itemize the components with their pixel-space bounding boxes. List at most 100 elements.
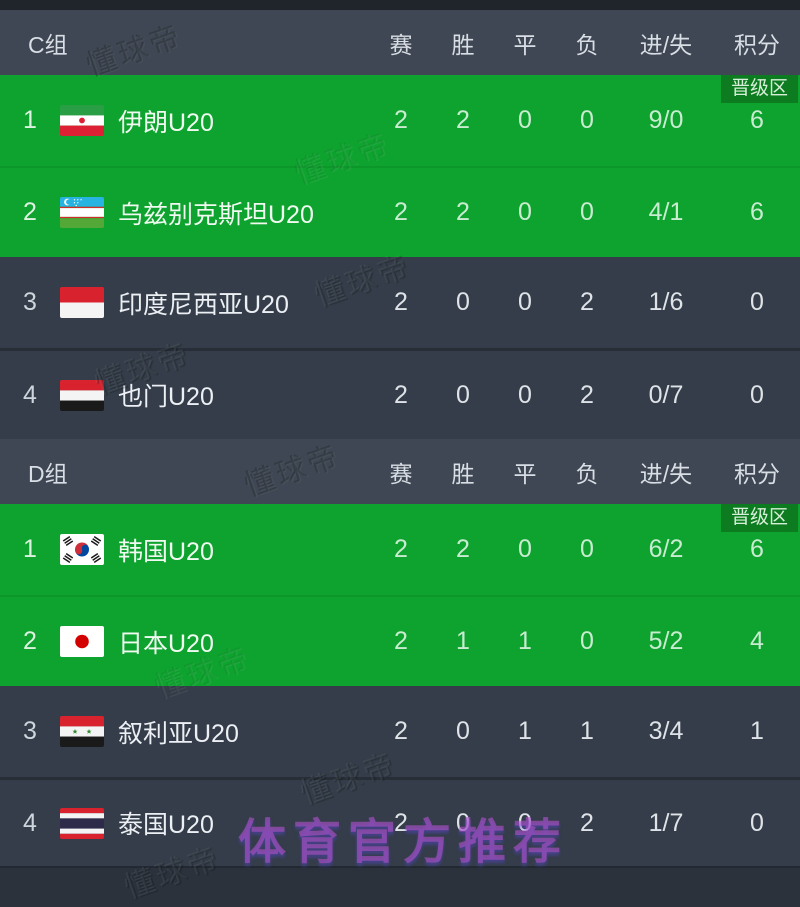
table-row-south-korea[interactable]: 1	[0, 504, 800, 595]
stat-points: 6	[750, 198, 764, 226]
japan-flag-icon	[60, 626, 104, 657]
top-bar	[0, 0, 800, 10]
team-name: 日本U20	[118, 629, 214, 658]
rank: 2	[23, 198, 37, 226]
stat-goals: 1/7	[648, 808, 684, 837]
team-name: 印度尼西亚U20	[118, 290, 289, 319]
rank: 4	[23, 380, 37, 409]
thailand-flag-icon	[60, 807, 104, 839]
stat-won: 2	[456, 535, 470, 563]
rank: 1	[23, 535, 37, 563]
stat-lost: 2	[580, 380, 594, 409]
column-won: 胜	[451, 460, 475, 487]
team-name: 乌兹别克斯坦U20	[118, 200, 314, 229]
table-row-syria[interactable]: 3 叙利亚U20 2 0 1 1 3/4 1	[0, 686, 800, 777]
stat-points: 0	[750, 288, 764, 316]
stat-drawn: 1	[518, 717, 532, 745]
column-won: 胜	[451, 31, 475, 58]
team-name: 也门U20	[118, 383, 214, 411]
rank: 3	[23, 288, 37, 316]
stat-goals: 5/2	[648, 627, 684, 655]
table-row-yemen[interactable]: 4 也门U20 2 0 0 2 0/7 0	[0, 348, 800, 439]
stat-lost: 1	[580, 717, 594, 745]
stat-won: 0	[456, 808, 470, 837]
promotion-badge: 晋级区	[720, 504, 798, 532]
stat-drawn: 0	[518, 288, 532, 316]
yemen-flag-icon	[60, 379, 104, 411]
column-played: 赛	[389, 31, 413, 58]
stat-played: 2	[394, 380, 408, 409]
team-name: 伊朗U20	[118, 108, 214, 137]
stat-won: 0	[456, 717, 470, 745]
stat-won: 2	[456, 106, 470, 134]
stat-goals: 0/7	[648, 380, 684, 409]
stat-drawn: 1	[518, 627, 532, 655]
team-name: 泰国U20	[118, 811, 214, 839]
stat-played: 2	[394, 535, 408, 563]
table-row-indonesia[interactable]: 3 印度尼西亚U20 2 0 0 2 1/6 0	[0, 257, 800, 348]
stat-goals: 1/6	[648, 288, 684, 316]
table-row-thailand[interactable]: 4 泰国U20 2 0 0 2 1/7 0	[0, 777, 800, 868]
group-d-header: D组 赛 胜 平 负 进/失 积分	[0, 439, 800, 504]
promotion-badge: 晋级区	[720, 75, 798, 103]
group-d-promotion-zone: 晋级区 1	[0, 504, 800, 686]
stat-won: 1	[456, 627, 470, 655]
stat-lost: 0	[580, 627, 594, 655]
rank: 4	[23, 808, 37, 837]
stat-drawn: 0	[518, 106, 532, 134]
group-c-title: C组	[28, 31, 68, 58]
table-row-iran[interactable]: 1 伊朗U20 2 2 0 0 9/0 6	[0, 75, 800, 166]
stat-goals: 6/2	[648, 535, 684, 563]
stat-points: 0	[750, 380, 764, 409]
uzbekistan-flag-icon	[60, 197, 104, 228]
stat-drawn: 0	[518, 380, 532, 409]
stat-played: 2	[394, 198, 408, 226]
table-row-japan[interactable]: 2 日本U20 2 1 1 0 5/2 4	[0, 595, 800, 686]
stat-points: 4	[750, 627, 764, 655]
table-row-uzbekistan[interactable]: 2 乌兹别克斯坦U20 2	[0, 166, 800, 257]
stat-played: 2	[394, 808, 408, 837]
stat-lost: 0	[580, 198, 594, 226]
stat-won: 2	[456, 198, 470, 226]
team-name: 韩国U20	[118, 537, 214, 566]
stat-drawn: 0	[518, 198, 532, 226]
column-goals: 进/失	[639, 31, 693, 58]
stat-lost: 0	[580, 106, 594, 134]
team-name: 叙利亚U20	[118, 719, 239, 748]
stat-played: 2	[394, 717, 408, 745]
iran-flag-icon	[60, 105, 104, 136]
stat-points: 6	[750, 106, 764, 134]
column-goals: 进/失	[639, 460, 693, 487]
stat-goals: 3/4	[648, 717, 684, 745]
rank: 1	[23, 106, 37, 134]
stat-drawn: 0	[518, 535, 532, 563]
stat-lost: 0	[580, 535, 594, 563]
stat-won: 0	[456, 380, 470, 409]
column-points: 积分	[734, 31, 780, 58]
stat-goals: 4/1	[648, 198, 684, 226]
stat-lost: 2	[580, 288, 594, 316]
stat-drawn: 0	[518, 808, 532, 837]
stat-played: 2	[394, 288, 408, 316]
stat-played: 2	[394, 106, 408, 134]
syria-flag-icon	[60, 716, 104, 747]
south-korea-flag-icon	[60, 534, 104, 565]
stat-goals: 9/0	[648, 106, 684, 134]
stat-lost: 2	[580, 808, 594, 837]
column-lost: 负	[575, 460, 599, 487]
stat-points: 0	[750, 808, 764, 837]
group-d-title: D组	[28, 460, 68, 487]
group-c-header: C组 赛 胜 平 负 进/失 积分	[0, 10, 800, 75]
indonesia-flag-icon	[60, 287, 104, 318]
group-c-promotion-zone: 晋级区 1 伊朗U20 2 2 0 0 9/0 6 2	[0, 75, 800, 257]
column-drawn: 平	[513, 460, 537, 487]
rank: 3	[23, 717, 37, 745]
stat-points: 6	[750, 535, 764, 563]
column-drawn: 平	[513, 31, 537, 58]
stat-played: 2	[394, 627, 408, 655]
rank: 2	[23, 627, 37, 655]
stat-won: 0	[456, 288, 470, 316]
column-points: 积分	[734, 460, 780, 487]
column-lost: 负	[575, 31, 599, 58]
